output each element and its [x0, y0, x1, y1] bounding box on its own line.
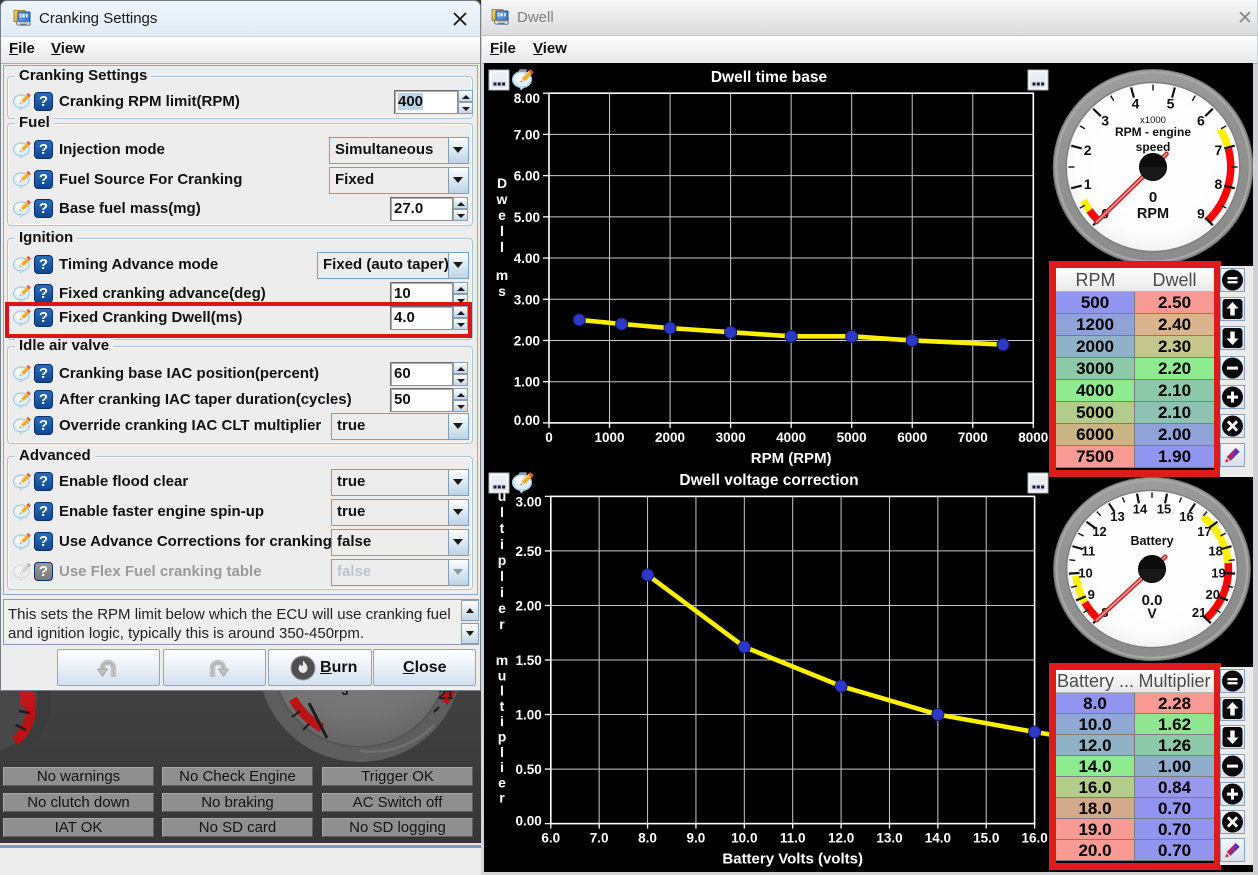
svg-text:0: 0: [545, 430, 553, 445]
svg-text:0.50: 0.50: [516, 762, 542, 777]
svg-text:8.0: 8.0: [638, 831, 657, 846]
svg-text:0.00: 0.00: [514, 413, 540, 428]
svg-text:1.00: 1.00: [514, 375, 540, 390]
svg-text:e: e: [498, 600, 506, 616]
svg-text:5: 5: [1167, 95, 1175, 111]
svg-text:16.0: 16.0: [1021, 831, 1047, 846]
svg-text:10.0: 10.0: [731, 831, 757, 846]
svg-text:11.0: 11.0: [780, 831, 806, 846]
svg-text:D: D: [497, 175, 507, 191]
svg-text:r: r: [499, 616, 505, 632]
svg-text:6000: 6000: [897, 430, 927, 445]
svg-text:2.00: 2.00: [514, 333, 540, 348]
svg-text:4.00: 4.00: [514, 251, 540, 266]
svg-text:10: 10: [1078, 565, 1092, 580]
svg-text:i: i: [500, 759, 504, 775]
svg-text:l: l: [500, 683, 504, 699]
svg-text:3: 3: [341, 691, 348, 698]
svg-text:3.00: 3.00: [516, 494, 542, 509]
svg-text:l: l: [500, 568, 504, 584]
svg-text:14.0: 14.0: [925, 831, 951, 846]
svg-text:RPM - engine: RPM - engine: [1115, 125, 1191, 139]
svg-text:6.0: 6.0: [541, 831, 560, 846]
svg-text:i: i: [500, 536, 504, 552]
svg-text:V: V: [1147, 605, 1157, 621]
svg-text:9.0: 9.0: [687, 831, 706, 846]
svg-text:11: 11: [1082, 543, 1096, 558]
svg-text:Battery Volts (volts): Battery Volts (volts): [722, 851, 863, 868]
svg-text:2.00: 2.00: [516, 598, 542, 613]
svg-text:21: 21: [1192, 605, 1206, 620]
svg-text:RPM: RPM: [1137, 206, 1169, 222]
svg-text:m: m: [496, 267, 508, 283]
svg-text:6.00: 6.00: [514, 169, 540, 184]
svg-text:0: 0: [1149, 189, 1157, 206]
svg-text:13: 13: [1110, 509, 1124, 524]
svg-text:Dwell time base: Dwell time base: [711, 69, 828, 86]
svg-text:4000: 4000: [776, 430, 806, 445]
svg-text:17: 17: [1197, 524, 1211, 539]
svg-text:u: u: [498, 488, 507, 504]
svg-text:1.00: 1.00: [516, 708, 542, 723]
svg-text:s: s: [498, 283, 506, 299]
svg-text:t: t: [500, 520, 505, 536]
svg-text:m: m: [496, 652, 508, 668]
svg-text:8000: 8000: [1018, 430, 1048, 445]
svg-text:2.50: 2.50: [516, 544, 542, 559]
svg-text:18: 18: [1208, 543, 1222, 558]
svg-text:2000: 2000: [655, 430, 685, 445]
svg-text:1.50: 1.50: [516, 653, 542, 668]
svg-text:x1000: x1000: [1140, 115, 1166, 126]
svg-text:1000: 1000: [595, 430, 625, 445]
svg-text:3: 3: [1101, 112, 1109, 128]
svg-text:7000: 7000: [958, 430, 988, 445]
svg-text:r: r: [499, 790, 505, 806]
svg-text:l: l: [500, 744, 504, 760]
svg-text:Dwell voltage correction: Dwell voltage correction: [679, 472, 858, 489]
svg-text:9: 9: [1088, 587, 1095, 602]
svg-text:16: 16: [1179, 509, 1193, 524]
svg-text:i: i: [500, 584, 504, 600]
svg-text:w: w: [496, 191, 508, 207]
svg-text:3.00: 3.00: [514, 292, 540, 307]
svg-text:15.0: 15.0: [973, 831, 999, 846]
svg-text:1: 1: [1084, 176, 1092, 192]
svg-text:RPM (RPM): RPM (RPM): [751, 450, 832, 466]
svg-text:p: p: [498, 729, 507, 745]
svg-text:20: 20: [1206, 587, 1220, 602]
svg-text:i: i: [500, 713, 504, 729]
svg-text:l: l: [500, 223, 504, 239]
svg-text:12.0: 12.0: [828, 831, 854, 846]
svg-text:3000: 3000: [716, 430, 746, 445]
svg-text:l: l: [500, 504, 504, 520]
svg-text:8: 8: [1215, 176, 1223, 192]
svg-text:19: 19: [1211, 565, 1225, 580]
svg-text:7: 7: [1215, 142, 1223, 158]
svg-text:14: 14: [1133, 501, 1148, 516]
svg-text:8.00: 8.00: [514, 91, 540, 106]
svg-text:7.0: 7.0: [590, 831, 609, 846]
svg-text:6: 6: [1197, 112, 1205, 128]
svg-text:u: u: [498, 667, 507, 683]
svg-text:speed: speed: [1136, 140, 1171, 154]
svg-text:13.0: 13.0: [876, 831, 902, 846]
svg-text:t: t: [500, 698, 505, 714]
svg-text:5000: 5000: [837, 430, 867, 445]
svg-text:12: 12: [1092, 524, 1106, 539]
svg-text:4: 4: [1132, 95, 1140, 111]
svg-text:0.00: 0.00: [516, 814, 542, 829]
svg-text:p: p: [498, 552, 507, 568]
svg-text:l: l: [500, 239, 504, 255]
svg-text:e: e: [498, 774, 506, 790]
svg-text:21: 21: [438, 691, 454, 702]
svg-text:Battery: Battery: [1130, 534, 1173, 548]
svg-text:5.00: 5.00: [514, 210, 540, 225]
svg-text:0.0: 0.0: [1142, 592, 1163, 609]
svg-text:2: 2: [1084, 142, 1092, 158]
svg-text:e: e: [498, 207, 506, 223]
svg-text:15: 15: [1157, 501, 1171, 516]
svg-text:7.00: 7.00: [514, 127, 540, 142]
svg-text:9: 9: [1197, 206, 1205, 222]
